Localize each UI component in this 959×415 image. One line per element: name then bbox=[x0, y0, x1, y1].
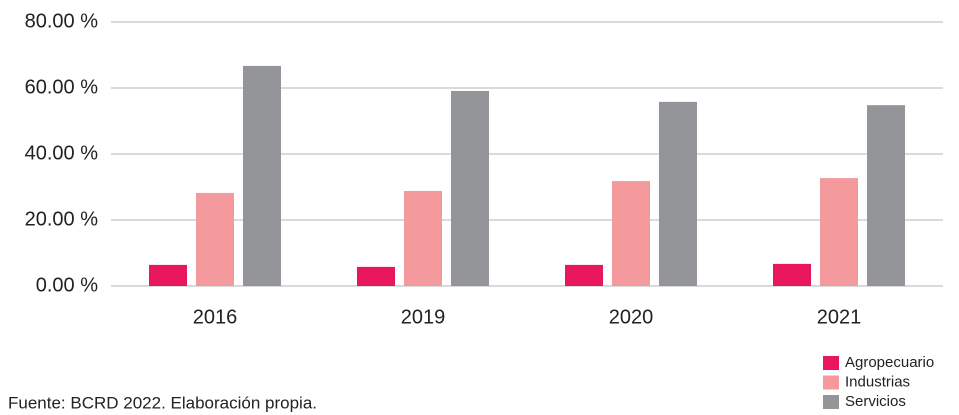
legend-label: Agropecuario bbox=[845, 354, 934, 371]
legend-label: Servicios bbox=[845, 393, 906, 410]
x-tick-label: 2020 bbox=[609, 306, 654, 328]
bar bbox=[196, 192, 234, 286]
bar bbox=[773, 263, 811, 286]
bar bbox=[149, 264, 187, 286]
bar bbox=[612, 181, 650, 286]
bar bbox=[357, 266, 395, 286]
source-note: Fuente: BCRD 2022. Elaboración propia. bbox=[8, 393, 317, 412]
y-tick-label: 0.00 % bbox=[36, 274, 98, 296]
bar bbox=[243, 65, 281, 286]
y-tick-label: 40.00 % bbox=[25, 142, 99, 164]
legend-swatch bbox=[823, 375, 839, 390]
x-tick-label: 2019 bbox=[401, 306, 446, 328]
legend-swatch bbox=[823, 356, 839, 370]
bar bbox=[867, 105, 905, 286]
y-tick-label: 80.00 % bbox=[25, 10, 99, 32]
legend-label: Industrias bbox=[845, 373, 910, 390]
bar bbox=[659, 101, 697, 286]
bar bbox=[565, 264, 603, 286]
bar bbox=[451, 90, 489, 286]
legend-swatch bbox=[823, 395, 839, 409]
y-tick-label: 60.00 % bbox=[25, 76, 99, 98]
bar bbox=[820, 178, 858, 286]
bar bbox=[404, 190, 442, 286]
x-tick-label: 2016 bbox=[193, 306, 238, 328]
y-tick-label: 20.00 % bbox=[25, 208, 99, 230]
x-tick-label: 2021 bbox=[817, 306, 862, 328]
